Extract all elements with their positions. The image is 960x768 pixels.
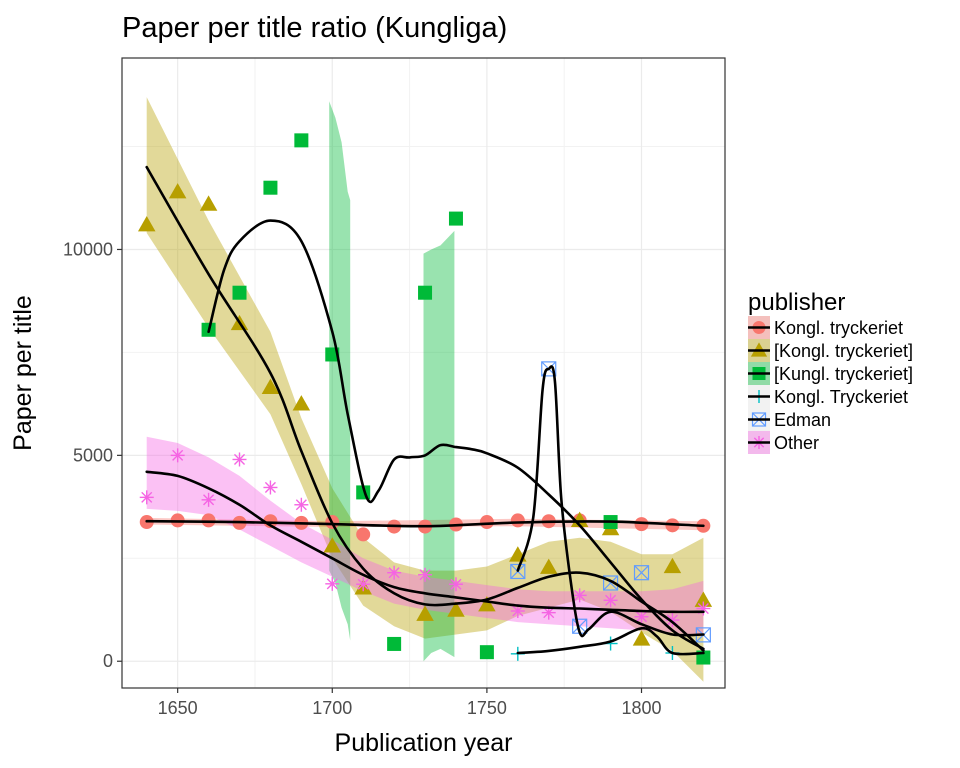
plot-panel <box>122 58 725 688</box>
data-point <box>479 515 494 530</box>
y-tick-label: 0 <box>103 651 113 671</box>
data-point <box>356 577 371 592</box>
data-point <box>263 180 278 195</box>
data-point <box>325 576 340 591</box>
data-point <box>696 601 711 616</box>
data-point <box>510 604 525 618</box>
data-point <box>261 378 280 394</box>
data-point <box>294 133 309 148</box>
data-point <box>323 537 342 553</box>
legend: publisher Kongl. tryckeriet [Kongl. tryck… <box>748 289 913 454</box>
axis-ticks: 1650 1700 1750 1800 0 5000 10000 <box>63 239 662 718</box>
data-point <box>416 605 434 621</box>
legend-label: Kongl. Tryckeriet <box>774 387 908 407</box>
data-point <box>292 395 311 411</box>
data-point <box>539 558 558 574</box>
legend-title: publisher <box>748 289 845 316</box>
data-point <box>387 565 402 580</box>
y-tick-label: 10000 <box>63 239 113 259</box>
data-point <box>201 492 216 507</box>
confidence-band <box>146 97 704 682</box>
x-axis-title: Publication year <box>335 729 513 757</box>
data-point <box>448 211 463 226</box>
data-point <box>572 588 587 603</box>
data-point <box>418 567 433 582</box>
data-point <box>387 636 402 651</box>
smooth-line <box>207 219 705 651</box>
plot-border <box>121 57 726 689</box>
data-point <box>479 645 494 660</box>
x-tick-label: 1750 <box>467 698 507 718</box>
data-point <box>510 513 525 528</box>
data-point <box>263 480 278 495</box>
data-point <box>570 511 589 527</box>
data-point <box>478 596 496 612</box>
legend-label: Other <box>774 433 819 453</box>
legend-label: Edman <box>774 410 831 430</box>
smooth-line <box>516 626 705 656</box>
legend-label: Kongl. tryckeriet <box>774 318 903 338</box>
x-tick-label: 1800 <box>621 698 661 718</box>
data-point <box>694 591 713 607</box>
data-point <box>418 285 433 300</box>
smooth-line <box>145 470 705 614</box>
legend-label: [Kongl. tryckeriet] <box>774 341 913 361</box>
x-tick-label: 1650 <box>158 698 198 718</box>
data-point <box>232 452 247 467</box>
data-points <box>137 133 713 665</box>
data-point <box>447 601 465 617</box>
grid <box>122 58 725 688</box>
data-point <box>448 577 463 592</box>
data-point <box>634 517 649 532</box>
y-axis-title: Paper per title <box>9 295 37 451</box>
smooth-lines <box>145 165 705 656</box>
data-point <box>603 593 618 608</box>
smooth-line <box>145 519 705 528</box>
data-point <box>633 565 650 581</box>
data-point <box>168 183 187 199</box>
data-point <box>201 513 216 528</box>
data-point <box>137 216 156 232</box>
data-point <box>170 448 185 463</box>
data-point <box>632 630 651 646</box>
legend-label: [Kungl. tryckeriet] <box>774 364 913 384</box>
data-point <box>356 527 371 542</box>
data-point <box>139 490 154 505</box>
smooth-line <box>516 365 705 638</box>
smooth-line <box>145 165 705 652</box>
data-point <box>294 497 309 512</box>
data-point <box>199 195 218 211</box>
chart-title: Paper per title ratio (Kungliga) <box>122 12 507 44</box>
data-point <box>663 557 682 574</box>
x-tick-label: 1700 <box>312 698 352 718</box>
y-tick-label: 5000 <box>73 445 113 465</box>
data-point <box>232 285 247 300</box>
